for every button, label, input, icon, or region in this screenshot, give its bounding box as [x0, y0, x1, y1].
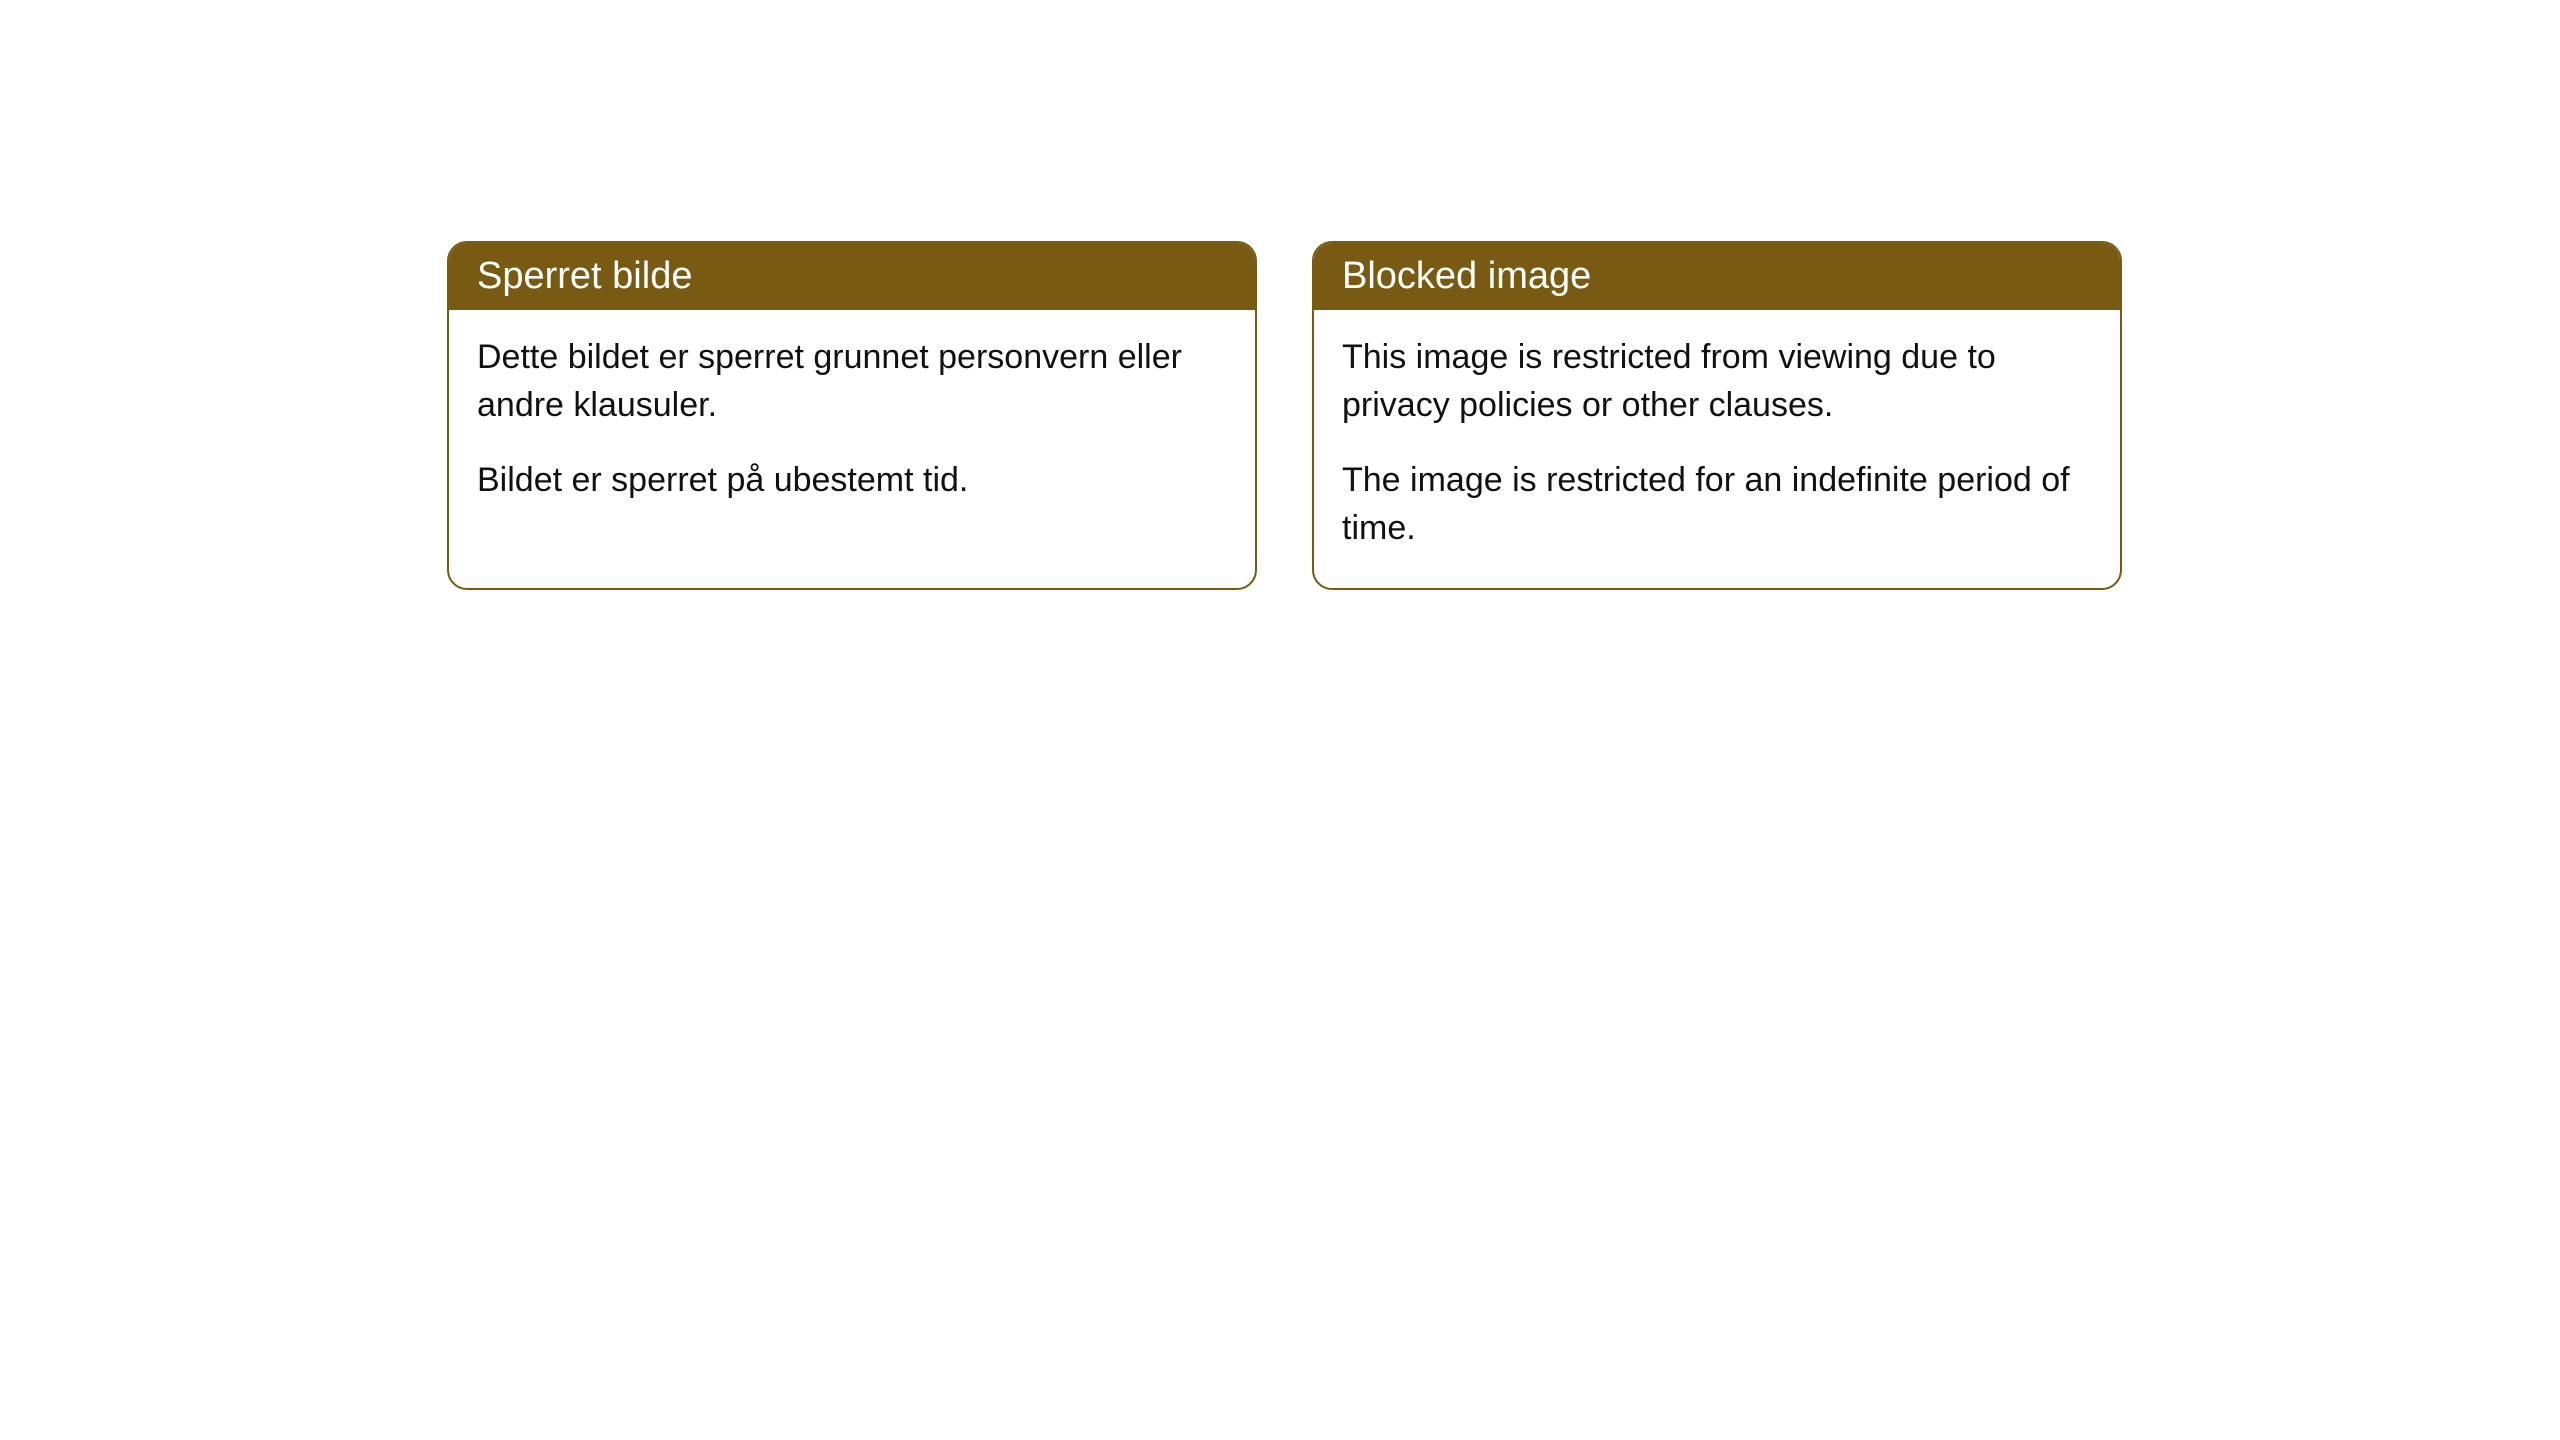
card-paragraph: This image is restricted from viewing du… [1342, 334, 2092, 429]
card-paragraph: Bildet er sperret på ubestemt tid. [477, 457, 1227, 505]
card-paragraph: Dette bildet er sperret grunnet personve… [477, 334, 1227, 429]
card-title: Blocked image [1342, 255, 1591, 297]
notice-cards-container: Sperret bilde Dette bildet er sperret gr… [447, 241, 2122, 590]
notice-card-english: Blocked image This image is restricted f… [1312, 241, 2122, 590]
card-body: Dette bildet er sperret grunnet personve… [449, 310, 1255, 541]
notice-card-norwegian: Sperret bilde Dette bildet er sperret gr… [447, 241, 1257, 590]
card-paragraph: The image is restricted for an indefinit… [1342, 457, 2092, 552]
card-body: This image is restricted from viewing du… [1314, 310, 2120, 588]
card-header: Blocked image [1314, 243, 2120, 310]
card-header: Sperret bilde [449, 243, 1255, 310]
card-title: Sperret bilde [477, 255, 692, 297]
